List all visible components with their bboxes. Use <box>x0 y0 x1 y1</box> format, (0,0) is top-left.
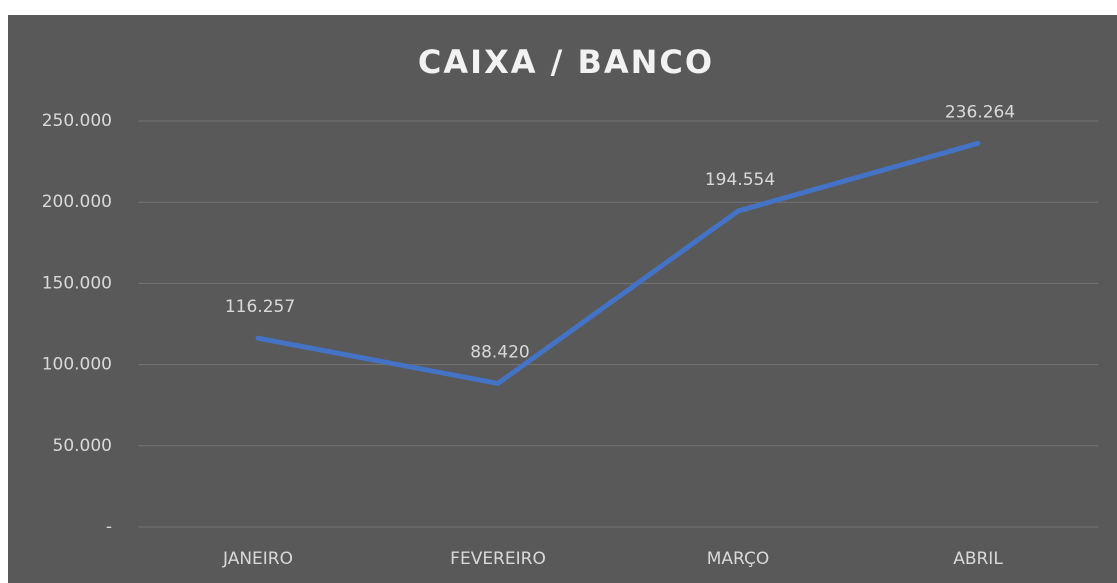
y-tick-label: 150.000 <box>42 273 112 293</box>
y-tick-label: 100.000 <box>42 355 112 375</box>
chart-background <box>8 15 1117 583</box>
x-tick-label: MARÇO <box>707 549 770 569</box>
y-tick-label: 200.000 <box>42 192 112 212</box>
x-tick-label: ABRIL <box>953 549 1003 569</box>
x-tick-label: JANEIRO <box>222 549 293 569</box>
y-tick-label: 250.000 <box>42 111 112 131</box>
data-label: 194.554 <box>705 170 775 190</box>
data-label: 116.257 <box>225 297 295 317</box>
y-tick-label: 50.000 <box>53 436 112 456</box>
data-label: 236.264 <box>945 102 1015 122</box>
x-tick-label: FEVEREIRO <box>450 549 546 569</box>
data-label: 88.420 <box>470 342 529 362</box>
y-tick-label: - <box>106 517 112 537</box>
chart-title: CAIXA / BANCO <box>418 43 714 81</box>
line <box>255 140 981 386</box>
